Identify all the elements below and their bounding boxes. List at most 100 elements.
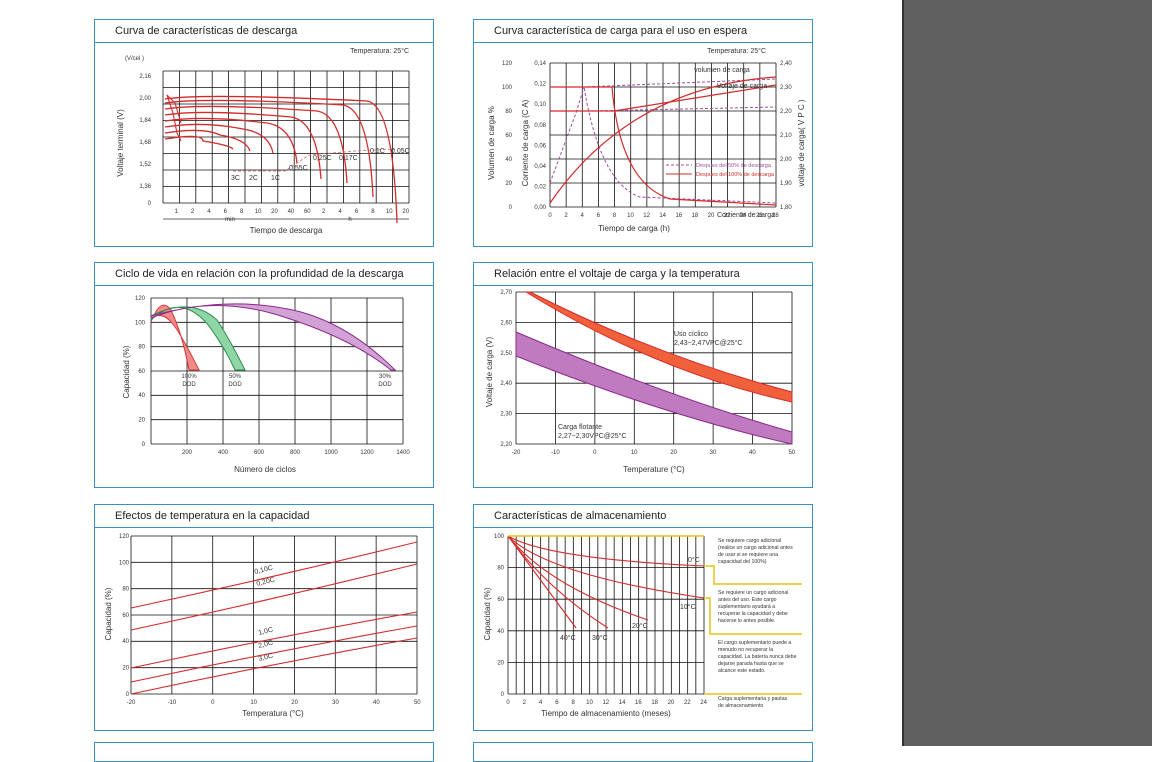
zone-line [704,597,802,635]
x-tick: 24 [740,213,747,219]
x-tick: 2 [523,700,527,706]
discharge-curve [164,135,234,150]
curve-label: 1C [271,175,280,182]
dod-label: DOD [182,382,196,388]
y-tick: 2,16 [139,74,151,80]
x-tick: 20 [670,450,677,456]
x-tick: 6 [224,209,228,215]
x-tick: 8 [371,209,375,215]
curve-label: 0,10C [254,565,274,576]
y-unit: (V/cel ) [125,56,144,62]
temperature-note: Temperatura: 25°C [707,47,766,55]
x-tick: 10 [255,209,262,215]
discharge-curve [164,95,398,224]
charge-temp-chart: Voltaje de carga (V) Temperature (°C) 2,70… [485,290,796,474]
discharge-curve [164,123,274,154]
y2-tick: 0,10 [534,102,546,108]
storage-curve [507,535,609,629]
storage-note: El cargo suplementario puede a [718,640,791,646]
discharge-chart: Temperatura: 25°C (V/cel ) Voltaje termina… [116,47,410,235]
x-tick: 0 [506,700,510,706]
curve-label: 0,17C [339,155,358,162]
panel-title: Ciclo de vida en relación con la profund… [95,263,433,286]
y-tick: 20 [122,666,129,672]
curve-label: 3C [231,175,240,182]
curve-label: 30°C [592,634,608,642]
x-tick: 20 [402,209,409,215]
y3-tick: 1,80 [780,205,792,211]
y-tick: 0 [142,442,146,448]
temp-capacity-chart: Capacidad (%)Temperatura (°C)12010080604… [104,534,421,718]
x-tick: 400 [218,450,229,456]
x-tick: 28 [772,213,779,219]
x-tick: 22 [724,213,731,219]
storage-note: capacidad. La batería nunca debe [718,654,797,660]
y-tick: 2,20 [500,442,512,448]
cycle-band-50 [150,306,246,371]
x-tick: 800 [290,450,301,456]
x-tick: 1 [174,209,178,215]
panel-next-right [473,742,813,762]
y-tick: 60 [138,369,145,375]
y-tick: 2,50 [500,351,512,357]
x-tick: 20 [708,213,715,219]
y-tick: 2,70 [500,290,512,296]
panel-discharge-curve: Curva de características de descarga Tem… [94,19,434,247]
storage-curve [507,535,577,629]
y-tick: 1,36 [139,184,151,190]
capacity-curve [130,541,418,609]
cycle-band-30 [150,303,397,371]
volume-curve-100 [549,76,777,204]
x-tick: 22 [684,700,691,706]
curve-label: 0,20C [256,577,276,588]
curve-label: Corriente de carga [717,212,775,219]
curve-label: 2C [249,175,258,182]
gutter-edge [902,0,904,746]
storage-note: capacidad del 100%) [718,559,767,565]
y-tick: 100 [494,534,505,540]
x-axis-label: Temperature (°C) [623,465,685,474]
curve-label: volumen de carga [694,67,750,74]
min-label: min [225,217,235,223]
y-tick: 100 [135,320,146,326]
dod-label: 30% [379,374,392,380]
zone-line [704,565,802,585]
x-tick: 14 [659,213,666,219]
curve-label: Voltaje de carga [717,83,767,90]
x-tick: 4 [338,209,342,215]
capacity-curve [130,637,418,695]
storage-note: Carga suplementaria y pautas [718,696,788,702]
y-tick: 0 [126,692,130,698]
x-tick: 600 [254,450,265,456]
y-tick: 2,60 [500,320,512,326]
curve-label: 1,0C [258,627,274,637]
storage-note: Se requiere cargo adicional [718,538,781,544]
x-tick: 10 [631,450,638,456]
x-tick: 40 [749,450,756,456]
y3-tick: 2,20 [780,109,792,115]
dod-label: DOD [378,382,392,388]
cyclic-band [524,291,793,403]
x-tick: 8 [240,209,244,215]
y-tick: 2,30 [500,412,512,418]
discharge-curve [164,117,298,164]
storage-note: recuperar la capacidad y debe [718,611,788,617]
x-axis-label: Tiempo de carga (h) [598,224,670,233]
dod-label: 50% [229,374,242,380]
x-tick: 8 [613,213,617,219]
panel-charge-voltage-temp: Relación entre el voltaje de carga y la … [473,262,813,488]
y3-tick: 2,10 [780,133,792,139]
y-axis-label: Voltaje terminal (V) [116,109,125,177]
y3-tick: 2,00 [780,157,792,163]
y-tick: 60 [122,613,129,619]
y-tick: 1,52 [139,162,151,168]
y1-tick: 80 [505,109,512,115]
x-tick: 30 [332,700,339,706]
y-axis-label: Capacidad (%) [483,587,492,640]
curve-label: 0,55C [289,165,308,172]
x-tick: 18 [651,700,658,706]
volume-curve-50 [549,78,777,184]
x-tick: 6 [597,213,601,219]
y-tick: 40 [497,629,504,635]
y2-tick: 0,04 [534,164,546,170]
